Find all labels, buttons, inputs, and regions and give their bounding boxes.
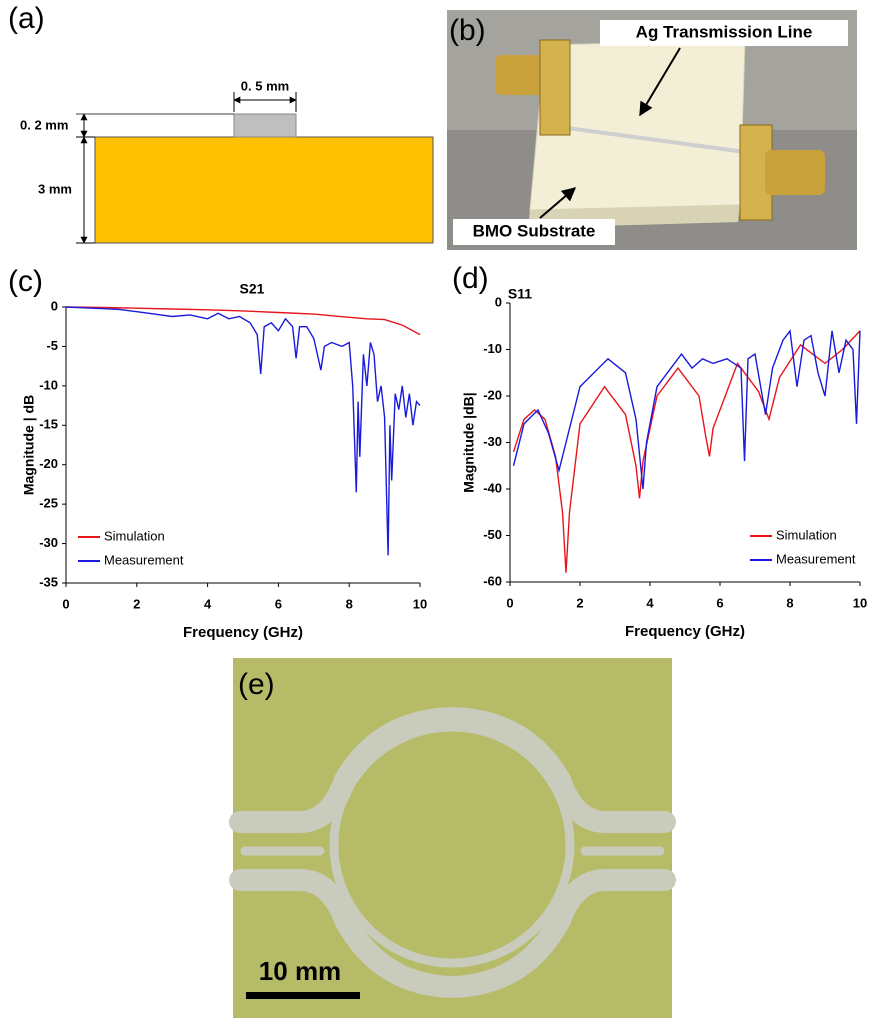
pointer [639,47,681,117]
x-axis-label: Frequency (GHz) [183,624,303,641]
legend-label: Simulation [776,527,837,542]
x-tick-label: 4 [646,595,654,610]
y-tick-label: -5 [46,338,58,353]
data-line [65,306,421,556]
dim-label: 0. 5 mm [241,78,289,93]
x-tick-label: 0 [506,595,513,610]
ag-line [233,113,297,138]
y-tick-label: -20 [483,387,502,402]
data-line [512,330,861,573]
y-tick-label: -10 [39,377,58,392]
panel-label: (e) [238,668,275,701]
data-line [65,306,421,336]
data-line [512,329,861,490]
scale-bar [246,992,360,999]
x-tick-label: 6 [716,595,723,610]
y-axis-label: Magnitude | dB [21,395,37,495]
substrate [94,136,434,244]
chart-title: S11 [508,286,532,302]
dim-label: 3 mm [38,181,72,196]
x-tick-label: 0 [62,596,69,611]
y-tick-label: 0 [51,298,58,313]
y-tick-label: 0 [495,294,502,309]
photo-label: Ag Transmission Line [636,22,813,41]
y-tick-label: -10 [483,341,502,356]
panel-label: (d) [452,262,489,295]
x-tick-label: 2 [576,595,583,610]
y-tick-label: -30 [483,434,502,449]
label-box [600,20,848,46]
x-axis-label: Frequency (GHz) [625,623,745,640]
photo-label: BMO Substrate [473,221,596,240]
y-tick-label: -40 [483,480,502,495]
y-tick-label: -30 [39,535,58,550]
x-tick-label: 2 [133,596,140,611]
dim-label: 0. 2 mm [20,117,68,132]
x-tick-label: 10 [413,596,427,611]
y-tick-label: -20 [39,456,58,471]
x-tick-label: 10 [853,595,867,610]
connector [765,150,825,195]
x-tick-label: 4 [204,596,212,611]
y-tick-label: -50 [483,527,502,542]
ag-line [544,123,746,154]
panel-label: (b) [449,14,486,47]
traces [229,706,676,999]
connector [495,55,550,95]
x-tick-label: 6 [275,596,282,611]
pointer [539,187,577,219]
legend-label: Measurement [776,551,856,566]
x-tick-label: 8 [786,595,793,610]
scale-label: 10 mm [259,956,341,986]
label-box [453,219,615,245]
panel-label: (a) [8,2,45,35]
y-tick-label: -35 [39,574,58,589]
x-tick-label: 8 [346,596,353,611]
legend-label: Simulation [104,528,165,543]
y-tick-label: -15 [39,417,58,432]
panel-label: (c) [8,265,43,298]
y-axis-label: Magnitude |dB| [461,392,477,492]
chart-title: S21 [240,281,265,297]
connector-flange [539,39,571,136]
y-tick-label: -60 [483,573,502,588]
legend-label: Measurement [104,552,184,567]
y-tick-label: -25 [39,496,58,511]
